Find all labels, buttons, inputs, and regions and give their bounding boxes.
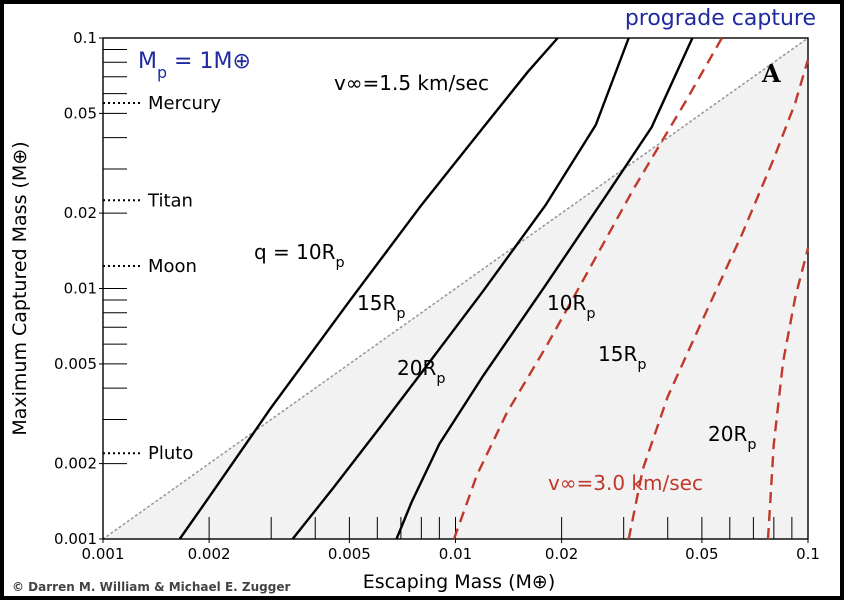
x-tick-label: 0.01: [439, 545, 472, 563]
y-tick-label: 0.002: [54, 455, 97, 473]
series-label: 20Rp: [397, 356, 446, 387]
x-axis-label: Escaping Mass (M⊕): [363, 571, 556, 593]
series-line: [395, 37, 694, 540]
series-line: [627, 59, 810, 540]
series-label: 15Rp: [598, 342, 647, 373]
y-tick-label: 0.02: [64, 204, 97, 222]
chart-title: prograde capture: [625, 6, 816, 31]
reference-mass-label: Titan: [147, 190, 193, 211]
series-label: 15Rp: [357, 291, 406, 322]
series-line: [452, 37, 723, 540]
x-tick-label: 0.02: [545, 545, 578, 563]
reference-mass-label: Pluto: [148, 443, 193, 464]
series-label: q = 10Rp: [254, 240, 345, 271]
y-axis-label: Maximum Captured Mass (M⊕): [9, 141, 31, 435]
y-tick-label: 0.001: [54, 530, 97, 548]
y-tick-label: 0.005: [54, 355, 97, 373]
y-tick-label: 0.1: [73, 29, 97, 47]
x-tick-label: 0.05: [685, 545, 718, 563]
series-line: [178, 37, 559, 540]
reference-mass-label: Mercury: [148, 93, 221, 114]
region-label: A: [761, 59, 781, 88]
x-tick-label: 0.005: [328, 545, 371, 563]
chart-svg: 0.001 0.002 0.005 0.01 0.02 0.05 0.1 0.001 0.002…: [9, 6, 820, 593]
velocity-label: v∞=3.0 km/sec: [548, 471, 703, 495]
y-tick-label: 0.05: [64, 104, 97, 122]
x-tick-label: 0.002: [188, 545, 231, 563]
velocity-label: v∞=1.5 km/sec: [334, 71, 489, 95]
x-tick-label: 0.1: [796, 545, 820, 563]
reference-mass-label: Moon: [148, 256, 197, 277]
chart-stage: 0.001 0.002 0.005 0.01 0.02 0.05 0.1 0.001 0.002…: [4, 4, 840, 596]
x-tick-label: 0.001: [82, 545, 125, 563]
series-label: 10Rp: [547, 291, 596, 322]
credit-label: © Darren M. William & Michael E. Zugger: [8, 578, 295, 596]
series-line: [766, 247, 810, 540]
series-label: 20Rp: [708, 422, 757, 453]
planet-mass-label: Mp = 1M⊕: [138, 49, 251, 82]
reference-diagonal: [102, 37, 809, 540]
y-tick-label: 0.01: [64, 280, 97, 298]
series-line: [291, 37, 630, 540]
